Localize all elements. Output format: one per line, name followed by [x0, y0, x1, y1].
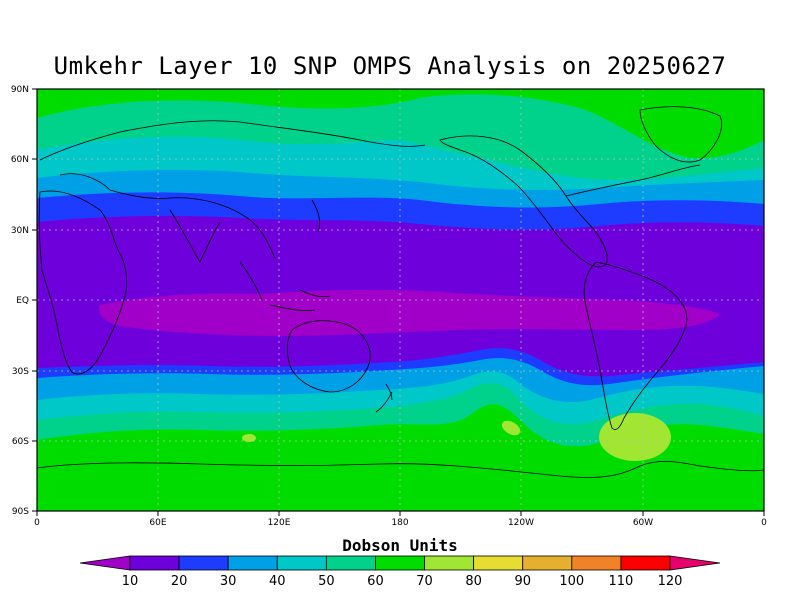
- colorbar-swatch: [571, 555, 622, 571]
- lon-label: 60E: [149, 518, 166, 528]
- colorbar-tick-label: 90: [514, 574, 531, 589]
- max-70-80-indian-ocean: [242, 434, 256, 442]
- colorbar-tick-label: 40: [269, 574, 286, 589]
- colorbar-tick-label: 110: [608, 574, 633, 589]
- gridlines: [37, 89, 764, 511]
- lat-label: 30S: [12, 367, 29, 377]
- colorbar-tick-label: 10: [122, 574, 139, 589]
- lon-label: 120W: [508, 518, 534, 528]
- colorbar-tick-label: 80: [465, 574, 482, 589]
- colorbar-swatch: [276, 555, 327, 571]
- colorbar-tick-label: 60: [367, 574, 384, 589]
- lat-label: 60N: [11, 155, 29, 165]
- colorbar-swatch: [178, 555, 229, 571]
- colorbar-swatch: [375, 555, 425, 571]
- tick-marks: [32, 88, 765, 516]
- colorbar-swatch: [473, 555, 524, 571]
- lon-label: 0: [34, 518, 40, 528]
- lat-label: 30N: [11, 226, 29, 236]
- colorbar-tick-label: 20: [171, 574, 188, 589]
- colorbar-tick-label: 30: [220, 574, 237, 589]
- colorbar-tick-label: 120: [658, 574, 683, 589]
- contour-field: [37, 89, 764, 511]
- colorbar-tick-label: 50: [318, 574, 335, 589]
- colorbar-tick-label: 70: [416, 574, 433, 589]
- colorbar-swatch: [79, 555, 131, 571]
- colorbar-swatch: [129, 555, 180, 571]
- lon-label: 60W: [633, 518, 653, 528]
- colorbar-units-label: Dobson Units: [342, 536, 458, 555]
- lat-label: 90S: [12, 507, 29, 517]
- coastlines: [37, 106, 764, 478]
- band-below-10-equator: [98, 289, 721, 336]
- colorbar-swatch: [227, 555, 278, 571]
- lon-label: 120E: [268, 518, 291, 528]
- lat-label: 60S: [12, 437, 29, 447]
- lat-label: EQ: [16, 296, 29, 306]
- lon-label: 180: [391, 518, 408, 528]
- map-title: Umkehr Layer 10 SNP OMPS Analysis on 202…: [53, 52, 727, 80]
- colorbar-swatch: [620, 555, 671, 571]
- lat-label: 90N: [11, 85, 29, 95]
- colorbar-swatch: [325, 555, 376, 571]
- max-70-80-pacific: [501, 420, 521, 436]
- colorbar-tick-label: 100: [559, 574, 584, 589]
- lon-label: 0: [761, 518, 767, 528]
- colorbar-swatch: [424, 555, 475, 571]
- colorbar-swatch: [522, 555, 573, 571]
- colorbar-swatch: [669, 555, 721, 571]
- colorbar: 10 20 30 40 50 60 70 80 90 100 110 120: [79, 555, 721, 589]
- max-70-80-south-america: [599, 413, 671, 461]
